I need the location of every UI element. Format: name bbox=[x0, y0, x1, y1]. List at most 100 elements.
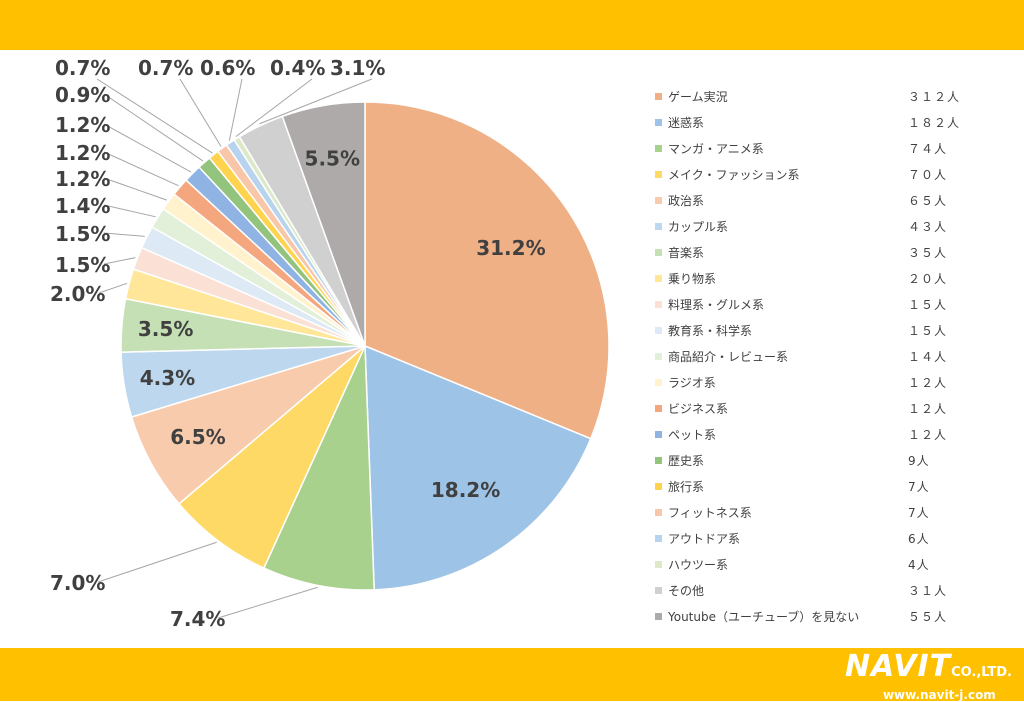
legend-item: その他 ３１人 bbox=[655, 577, 985, 603]
legend-label: ハウツー系 bbox=[668, 557, 729, 572]
legend-count: ３１人 bbox=[908, 583, 948, 598]
legend-item: 迷惑系 １８２人 bbox=[655, 109, 985, 135]
slice-label: 1.2% bbox=[55, 141, 110, 165]
legend-label: 旅行系 bbox=[668, 479, 705, 494]
legend-swatch bbox=[655, 274, 662, 282]
leader-line bbox=[98, 282, 128, 294]
legend-item: 乗り物系 ２０人 bbox=[655, 265, 985, 291]
legend-swatch bbox=[655, 352, 662, 360]
legend-swatch bbox=[655, 612, 662, 620]
slice-label: 1.5% bbox=[55, 253, 110, 277]
legend-label: アウトドア系 bbox=[668, 531, 741, 546]
legend-count: １２人 bbox=[908, 375, 948, 390]
legend-label: フィットネス系 bbox=[668, 505, 752, 520]
legend-item: ハウツー系 4人 bbox=[655, 551, 985, 577]
legend-swatch bbox=[655, 222, 662, 230]
slice-label: 18.2% bbox=[431, 478, 500, 502]
legend-count: １４人 bbox=[908, 349, 948, 364]
legend-label: 音楽系 bbox=[668, 245, 705, 260]
legend-swatch bbox=[655, 144, 662, 152]
legend-label: メイク・ファッション系 bbox=[668, 167, 800, 182]
legend-swatch bbox=[655, 430, 662, 438]
legend-label: 商品紹介・レビュー系 bbox=[668, 349, 789, 364]
legend-count: ７０人 bbox=[908, 167, 948, 182]
legend-count: ４３人 bbox=[908, 219, 948, 234]
legend-item: 旅行系 7人 bbox=[655, 473, 985, 499]
slice-label: 6.5% bbox=[170, 425, 225, 449]
slice-label: 0.9% bbox=[55, 83, 110, 107]
top-banner bbox=[0, 0, 1024, 50]
chart-area: 31.2% 18.2% 7.4% 7.0% 6.5% 4.3% 3.5% 2.0% 1.5% 1.… bbox=[0, 50, 1024, 648]
legend-item: 音楽系 ３５人 bbox=[655, 239, 985, 265]
slice-label: 5.5% bbox=[305, 147, 360, 171]
slice-label: 2.0% bbox=[50, 282, 105, 306]
legend-swatch bbox=[655, 560, 662, 568]
legend-swatch bbox=[655, 248, 662, 256]
legend-label: ゲーム実況 bbox=[668, 89, 728, 104]
legend-item: 教育系・科学系 １５人 bbox=[655, 317, 985, 343]
legend-item: 商品紹介・レビュー系 １４人 bbox=[655, 343, 985, 369]
leader-line bbox=[103, 232, 145, 237]
legend-count: 7人 bbox=[908, 479, 930, 494]
slice-label: 7.4% bbox=[170, 607, 225, 631]
legend-item: 料理系・グルメ系 １５人 bbox=[655, 291, 985, 317]
legend-item: ペット系 １２人 bbox=[655, 421, 985, 447]
pie-slice bbox=[281, 101, 366, 347]
legend-count: 6人 bbox=[908, 531, 930, 546]
legend-count: １２人 bbox=[908, 427, 948, 442]
legend-count: 4人 bbox=[908, 557, 930, 572]
brand-url: www.navit-j.com bbox=[882, 688, 996, 702]
leader-line bbox=[103, 257, 136, 265]
legend-label: ラジオ系 bbox=[668, 375, 716, 390]
legend-swatch bbox=[655, 300, 662, 308]
slice-label: 0.4% bbox=[270, 56, 325, 80]
pie-chart: 31.2% 18.2% 7.4% 7.0% 6.5% 4.3% 3.5% 2.0% 1.5% 1.… bbox=[50, 56, 610, 631]
leader-line bbox=[103, 123, 192, 173]
slice-label: 7.0% bbox=[50, 571, 105, 595]
slice-label: 0.7% bbox=[138, 56, 193, 80]
brand-suffix: CO.,LTD. bbox=[951, 665, 1012, 680]
legend-item: ビジネス系 １２人 bbox=[655, 395, 985, 421]
slice-label: 1.2% bbox=[55, 167, 110, 191]
slice-label: 1.4% bbox=[55, 194, 110, 218]
legend-count: ５５人 bbox=[908, 609, 948, 624]
legend-item: 政治系 ６５人 bbox=[655, 187, 985, 213]
legend-count: ７４人 bbox=[908, 141, 948, 156]
legend-swatch bbox=[655, 534, 662, 542]
pie-slice bbox=[177, 345, 366, 570]
pie-slice bbox=[364, 101, 610, 440]
leader-line bbox=[103, 93, 204, 162]
slice-label: 3.5% bbox=[138, 317, 193, 341]
slice-label: 3.1% bbox=[330, 56, 385, 80]
legend-swatch bbox=[655, 378, 662, 386]
legend-label: ペット系 bbox=[668, 427, 717, 442]
legend-count: １５人 bbox=[908, 323, 948, 338]
leader-line bbox=[235, 78, 313, 138]
legend-swatch bbox=[655, 118, 662, 126]
leader-line bbox=[103, 151, 179, 187]
legend: ゲーム実況 ３１２人 迷惑系 １８２人 マンガ・アニメ系 ７４人 メイク・ファッション系 ７０… bbox=[655, 83, 985, 629]
legend-swatch bbox=[655, 586, 662, 594]
brand-name: NAVIT bbox=[844, 649, 952, 684]
leader-line bbox=[96, 78, 213, 154]
leader-line bbox=[103, 177, 168, 201]
leader-line bbox=[179, 78, 222, 147]
legend-swatch bbox=[655, 404, 662, 412]
legend-label: 乗り物系 bbox=[668, 271, 717, 286]
legend-item: マンガ・アニメ系 ７４人 bbox=[655, 135, 985, 161]
legend-label: 迷惑系 bbox=[668, 115, 705, 130]
leader-line bbox=[103, 204, 156, 218]
legend-swatch bbox=[655, 326, 662, 334]
legend-label: マンガ・アニメ系 bbox=[668, 141, 764, 156]
legend-count: １２人 bbox=[908, 401, 948, 416]
legend-label: 歴史系 bbox=[668, 453, 705, 468]
bottom-banner: NAVITCO.,LTD. www.navit-j.com bbox=[0, 648, 1024, 702]
leader-line bbox=[228, 78, 243, 141]
legend-count: 9人 bbox=[908, 453, 930, 468]
slice-label: 0.7% bbox=[55, 56, 110, 80]
legend-item: カップル系 ４３人 bbox=[655, 213, 985, 239]
legend-label: Youtube（ユーチューブ）を見ない bbox=[668, 609, 860, 624]
slice-label: 4.3% bbox=[140, 366, 195, 390]
legend-swatch bbox=[655, 92, 662, 100]
legend-label: ビジネス系 bbox=[668, 401, 729, 416]
